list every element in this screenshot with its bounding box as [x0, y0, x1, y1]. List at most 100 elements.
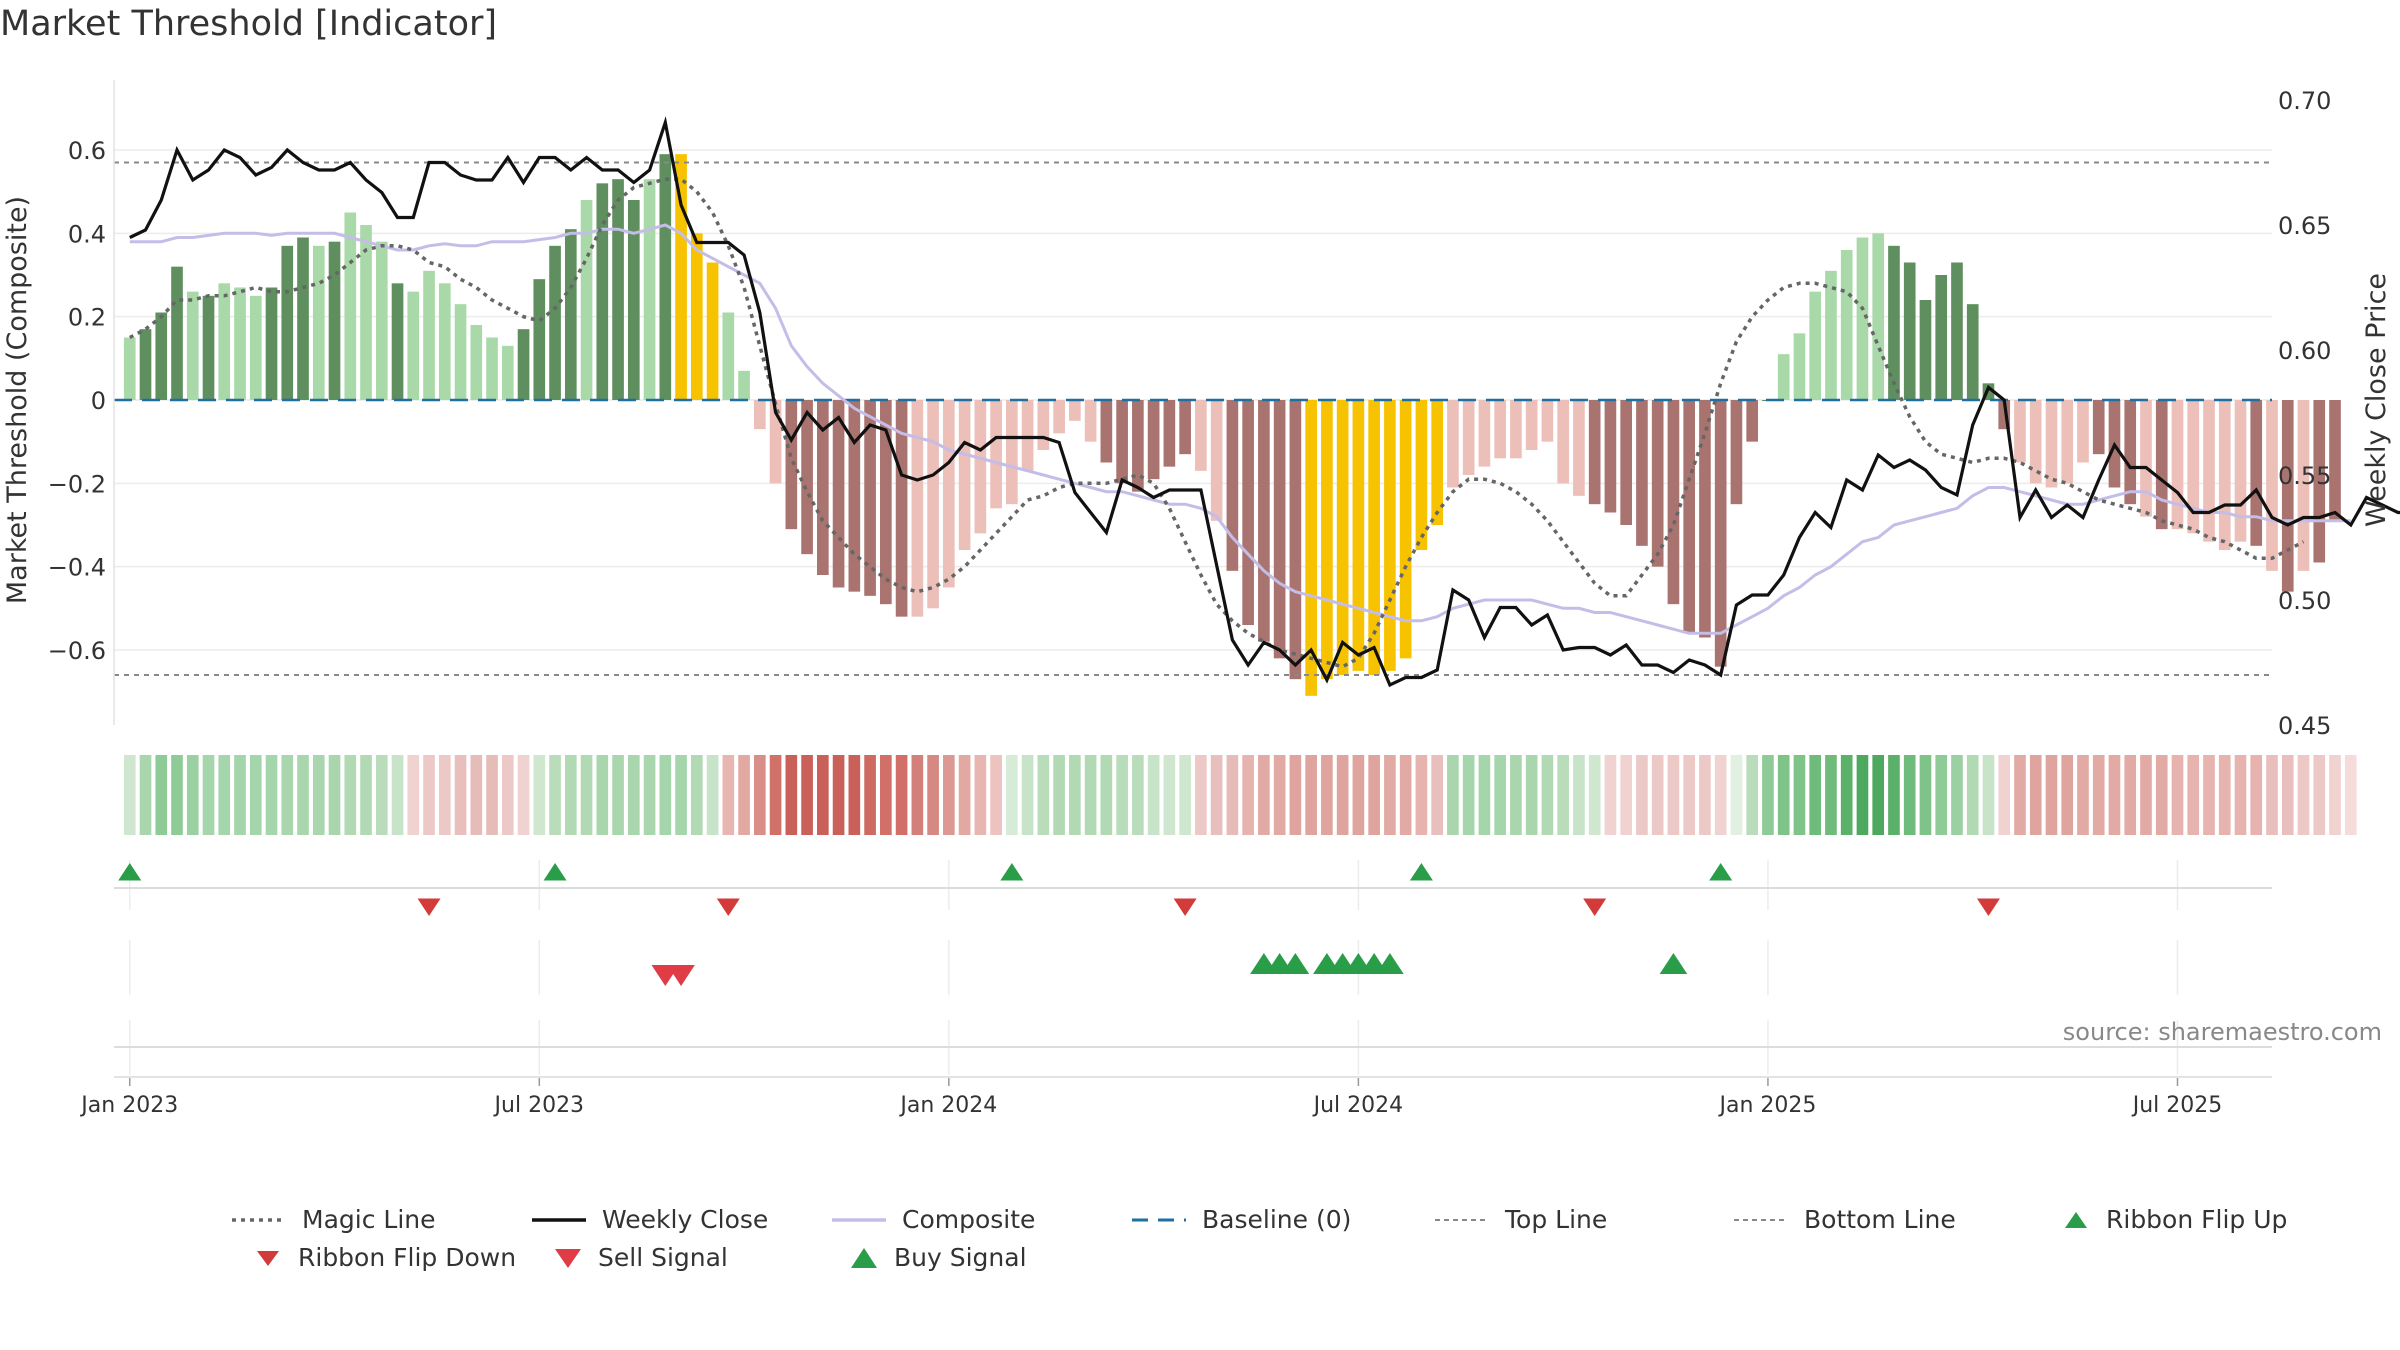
composite-bar [596, 183, 609, 400]
ribbon-cell [1699, 755, 1711, 835]
ribbon-cell [2313, 755, 2326, 835]
composite-bar [880, 400, 892, 605]
y-tick-label-left: 0.6 [68, 137, 106, 165]
ribbon-cell [848, 755, 861, 835]
composite-bar [1258, 400, 1270, 642]
composite-bar [1793, 333, 1806, 400]
composite-bar [2140, 400, 2152, 517]
composite-bar [312, 245, 325, 400]
ribbon-cell [2250, 755, 2263, 835]
composite-bar [801, 400, 813, 555]
composite-bar [2329, 400, 2341, 521]
composite-bar [1604, 400, 1617, 513]
ribbon-cell [1525, 755, 1538, 835]
ribbon-cell [1998, 755, 2011, 835]
ribbon-cell [1856, 755, 1869, 835]
ribbon-cell [533, 755, 546, 835]
legend-item: Weekly Close [530, 1205, 768, 1234]
ribbon-cell [1384, 755, 1396, 835]
ribbon-flip-up-marker [118, 863, 142, 881]
composite-bar [643, 179, 656, 400]
ribbon-cell [1793, 755, 1806, 835]
composite-bar [1951, 262, 1963, 400]
ribbon-cell [2108, 755, 2121, 835]
composite-bar [344, 212, 357, 400]
composite-bar [1777, 354, 1790, 400]
buy-signal-marker [1376, 953, 1404, 974]
composite-bar [2124, 400, 2137, 505]
y-tick-label-left: 0.4 [68, 220, 106, 248]
legend-item: Ribbon Flip Up [2060, 1205, 2287, 1234]
ribbon-cell [990, 755, 1002, 835]
x-tick-label: Jul 2024 [1312, 1093, 1404, 1118]
ribbon-cell [1951, 755, 1963, 835]
ribbon-cell [1462, 755, 1475, 835]
y-tick-label-right: 0.50 [2278, 587, 2331, 615]
ribbon-cell [312, 755, 325, 835]
ribbon-cell [1903, 755, 1916, 835]
ribbon-cell [943, 755, 955, 835]
ribbon-cell [2187, 755, 2200, 835]
ribbon-cell [1762, 755, 1774, 835]
ribbon-flip-down-marker [1976, 898, 2000, 916]
ribbon-cell [1195, 755, 1207, 835]
legend: Magic Line Weekly Close Composite Baseline … [230, 1205, 2370, 1295]
composite-bar [580, 200, 593, 400]
ribbon-cell [360, 755, 372, 835]
ribbon-cell [517, 755, 530, 835]
legend-swatch-triangle-down-large [555, 1248, 581, 1268]
legend-item: Buy Signal [848, 1243, 1027, 1272]
composite-bar [297, 237, 309, 400]
composite-bar [1006, 400, 1018, 505]
ribbon-cell [1667, 755, 1680, 835]
composite-bar [1840, 250, 1853, 400]
composite-bar [1730, 400, 1743, 505]
ribbon-cell [1683, 755, 1696, 835]
ribbon-cell [1084, 755, 1097, 835]
ribbon-cell [2218, 755, 2231, 835]
ribbon-cell [785, 755, 798, 835]
ribbon-cell [927, 755, 939, 835]
ribbon-cell [958, 755, 971, 835]
legend-swatch-dashed-line [1132, 1218, 1186, 1221]
composite-bar [564, 229, 577, 400]
magic-line [128, 177, 2305, 669]
ribbon-cell [391, 755, 404, 835]
legend-label: Buy Signal [894, 1243, 1027, 1272]
chart-title: Market Threshold [Indicator] [0, 4, 498, 44]
composite-bar [1856, 237, 1869, 400]
y-tick-label-left: −0.6 [48, 637, 106, 665]
ribbon-cell [218, 755, 231, 835]
composite-bar [1919, 300, 1932, 400]
composite-bar [1651, 400, 1664, 567]
composite-bar [2250, 400, 2263, 546]
ribbon-flip-up-marker [1409, 863, 1433, 881]
composite-bar [1998, 400, 2011, 430]
legend-swatch-composite-line [832, 1217, 886, 1222]
ribbon-cell [234, 755, 246, 835]
y-tick-label-left: −0.2 [48, 470, 106, 498]
ribbon-cell [328, 755, 341, 835]
y-tick-label-right: 0.70 [2278, 87, 2331, 115]
legend-label: Sell Signal [598, 1243, 728, 1272]
legend-label: Ribbon Flip Down [298, 1243, 517, 1272]
series-lines [114, 116, 2400, 688]
composite-bar [1447, 400, 1459, 488]
ribbon-cell [1919, 755, 1932, 835]
composite-bar [1699, 400, 1711, 638]
composite-bar [911, 400, 924, 617]
ribbon-cell [1147, 755, 1160, 835]
composite-bar [895, 400, 908, 617]
composite-bar [1415, 400, 1428, 550]
ribbon-cell [438, 755, 451, 835]
composite-bar [1100, 400, 1113, 463]
ribbon-cell [1510, 755, 1522, 835]
composite-bar [706, 262, 719, 400]
buy-signal-marker [1281, 953, 1310, 974]
composite-bar [249, 295, 262, 400]
composite-bar [265, 287, 278, 400]
ribbon-cell [1966, 755, 1979, 835]
composite-bar [627, 200, 640, 400]
legend-label: Weekly Close [602, 1205, 769, 1234]
x-tick-label: Jul 2023 [493, 1093, 585, 1118]
